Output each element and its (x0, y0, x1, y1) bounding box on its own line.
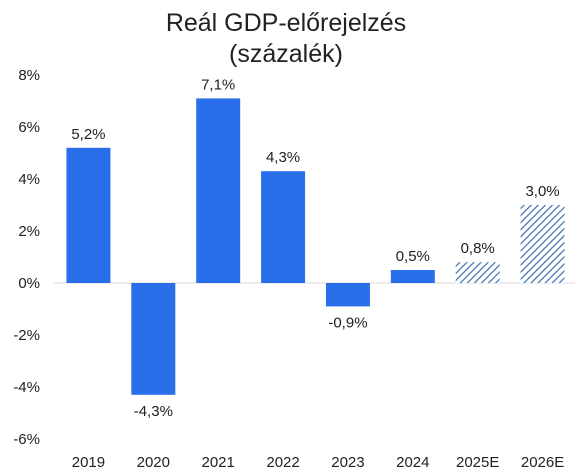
y-tick-label: -4% (13, 379, 40, 396)
x-axis: 2019 2020 2021 2022 2023 2024 2025E 2026E (72, 454, 565, 471)
bar-2024 (391, 270, 435, 283)
bar-2019 (66, 148, 110, 283)
x-tick-label-2020: 2020 (137, 454, 170, 471)
chart-title-line-2: (százalék) (229, 40, 343, 68)
value-label-2024: 0,5% (396, 248, 430, 265)
y-tick-label: 2% (18, 223, 40, 240)
value-label-2023: -0,9% (328, 314, 367, 331)
value-label-2026e: 3,0% (525, 183, 559, 200)
bar-2025e (456, 262, 500, 283)
chart-title-line-1: Reál GDP-előrejelzés (166, 9, 406, 37)
x-tick-label-2024: 2024 (396, 454, 429, 471)
x-tick-label-2022: 2022 (266, 454, 299, 471)
bar-2022 (261, 171, 305, 283)
bar-2021 (196, 98, 240, 283)
y-tick-label: 6% (18, 119, 40, 136)
y-tick-label: 0% (18, 275, 40, 292)
x-tick-label-2026e: 2026E (521, 454, 564, 471)
bar-2026e (521, 205, 565, 283)
x-tick-label-2023: 2023 (331, 454, 364, 471)
y-tick-label: 8% (18, 67, 40, 84)
value-label-2019: 5,2% (71, 126, 105, 143)
y-tick-label: -6% (13, 431, 40, 448)
value-label-2025e: 0,8% (461, 240, 495, 257)
x-tick-label-2021: 2021 (202, 454, 235, 471)
y-axis: 8% 6% 4% 2% 0% -2% -4% -6% (13, 67, 40, 448)
x-tick-label-2019: 2019 (72, 454, 105, 471)
value-label-2021: 7,1% (201, 76, 235, 93)
value-label-2020: -4,3% (134, 403, 173, 420)
bar-2020 (131, 283, 175, 395)
y-tick-label: 4% (18, 171, 40, 188)
x-tick-label-2025e: 2025E (456, 454, 499, 471)
value-label-2022: 4,3% (266, 149, 300, 166)
y-tick-label: -2% (13, 327, 40, 344)
bar-2023 (326, 283, 370, 306)
